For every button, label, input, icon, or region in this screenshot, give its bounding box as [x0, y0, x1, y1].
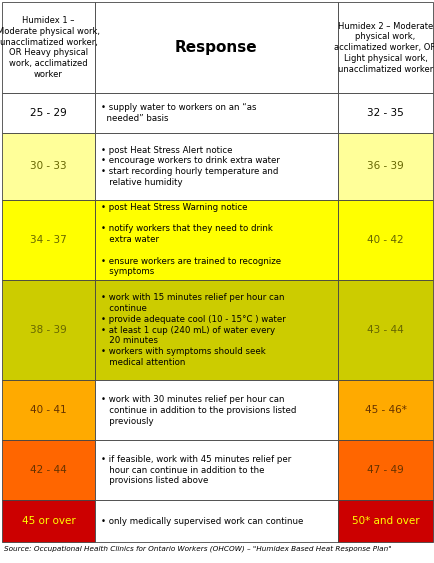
Bar	[2, 199, 95, 280]
Text: Source: Occupational Health Clinics for Ontario Workers (OHCOW) – "Humidex Based: Source: Occupational Health Clinics for …	[4, 545, 391, 552]
Bar	[2, 440, 95, 500]
Text: 42 - 44: 42 - 44	[30, 465, 67, 475]
Bar	[95, 280, 337, 381]
Bar	[337, 133, 432, 199]
Text: 32 - 35: 32 - 35	[366, 108, 403, 118]
Bar	[95, 381, 337, 440]
Text: Response: Response	[175, 40, 257, 55]
Bar	[337, 500, 432, 542]
Text: 38 - 39: 38 - 39	[30, 325, 67, 335]
Bar	[95, 199, 337, 280]
Bar	[2, 280, 95, 381]
Bar	[95, 93, 337, 133]
Text: 34 - 37: 34 - 37	[30, 235, 67, 245]
Text: • work with 30 minutes relief per hour can
   continue in addition to the provis: • work with 30 minutes relief per hour c…	[101, 395, 296, 426]
Text: 25 - 29: 25 - 29	[30, 108, 67, 118]
Text: • post Heat Stress Alert notice
• encourage workers to drink extra water
• start: • post Heat Stress Alert notice • encour…	[101, 146, 279, 187]
Text: 36 - 39: 36 - 39	[366, 161, 403, 171]
Bar	[337, 2, 432, 93]
Text: 43 - 44: 43 - 44	[366, 325, 403, 335]
Bar	[2, 93, 95, 133]
Text: • work with 15 minutes relief per hour can
   continue
• provide adequate cool (: • work with 15 minutes relief per hour c…	[101, 293, 286, 367]
Bar	[2, 133, 95, 199]
Text: Humidex 2 – Moderate
physical work,
acclimatized worker, OR
Light physical work,: Humidex 2 – Moderate physical work, accl…	[334, 21, 434, 74]
Bar	[2, 2, 95, 93]
Text: 40 - 42: 40 - 42	[366, 235, 403, 245]
Bar	[2, 500, 95, 542]
Bar	[337, 440, 432, 500]
Text: • only medically supervised work can continue: • only medically supervised work can con…	[101, 517, 303, 526]
Bar	[337, 93, 432, 133]
Bar	[95, 2, 337, 93]
Bar	[337, 381, 432, 440]
Text: 45 - 46*: 45 - 46*	[364, 405, 405, 415]
Text: • if feasible, work with 45 minutes relief per
   hour can continue in addition : • if feasible, work with 45 minutes reli…	[101, 455, 291, 485]
Text: • supply water to workers on an “as
  needed” basis: • supply water to workers on an “as need…	[101, 103, 256, 123]
Bar	[95, 133, 337, 199]
Text: 30 - 33: 30 - 33	[30, 161, 67, 171]
Bar	[95, 500, 337, 542]
Text: Humidex 1 –
Moderate physical work,
unacclimatized worker,
OR Heavy physical
wor: Humidex 1 – Moderate physical work, unac…	[0, 16, 100, 79]
Bar	[2, 381, 95, 440]
Bar	[337, 280, 432, 381]
Text: • post Heat Stress Warning notice

• notify workers that they need to drink
   e: • post Heat Stress Warning notice • noti…	[101, 203, 281, 276]
Bar	[337, 199, 432, 280]
Bar	[95, 440, 337, 500]
Text: 40 - 41: 40 - 41	[30, 405, 67, 415]
Text: 47 - 49: 47 - 49	[366, 465, 403, 475]
Text: 50* and over: 50* and over	[351, 516, 418, 526]
Text: 45 or over: 45 or over	[22, 516, 75, 526]
